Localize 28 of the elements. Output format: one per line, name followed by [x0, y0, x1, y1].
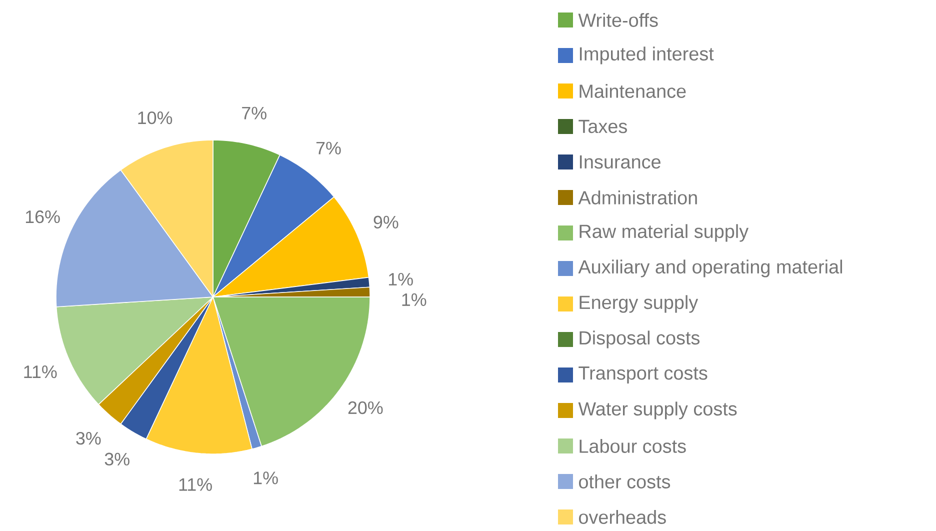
data-label: 20%: [348, 401, 383, 414]
data-label: 1%: [388, 272, 413, 286]
legend-label: Transport costs: [578, 366, 708, 384]
legend-label: Auxiliary and operating material: [578, 260, 842, 278]
legend-label: Water supply costs: [578, 402, 737, 420]
data-label: 1%: [402, 293, 426, 306]
legend-label: overheads: [579, 510, 666, 524]
legend-label: other costs: [579, 474, 670, 488]
data-label: 10%: [138, 111, 172, 124]
legend-label: Energy supply: [580, 295, 698, 313]
data-label: 9%: [374, 216, 398, 229]
data-label: 11%: [24, 366, 57, 378]
data-label: 11%: [179, 478, 212, 491]
data-label: 7%: [242, 106, 266, 120]
legend-label: Maintenance: [580, 84, 686, 98]
data-label: 3%: [76, 432, 101, 445]
legend-label: Imputed interest: [580, 46, 714, 64]
legend-label: Insurance: [580, 155, 660, 169]
legend-label: Raw material supply: [580, 224, 749, 242]
data-label: 3%: [104, 452, 130, 466]
legend-label: Disposal costs: [580, 330, 700, 348]
data-label: 1%: [254, 472, 278, 484]
legend-label: Taxes: [578, 120, 627, 134]
legend-label: Write-offs: [578, 13, 658, 27]
legend-label: Labour costs: [580, 439, 686, 453]
data-label: 7%: [316, 142, 341, 154]
data-label: 16%: [26, 210, 60, 224]
legend-label: Administration: [578, 190, 697, 204]
